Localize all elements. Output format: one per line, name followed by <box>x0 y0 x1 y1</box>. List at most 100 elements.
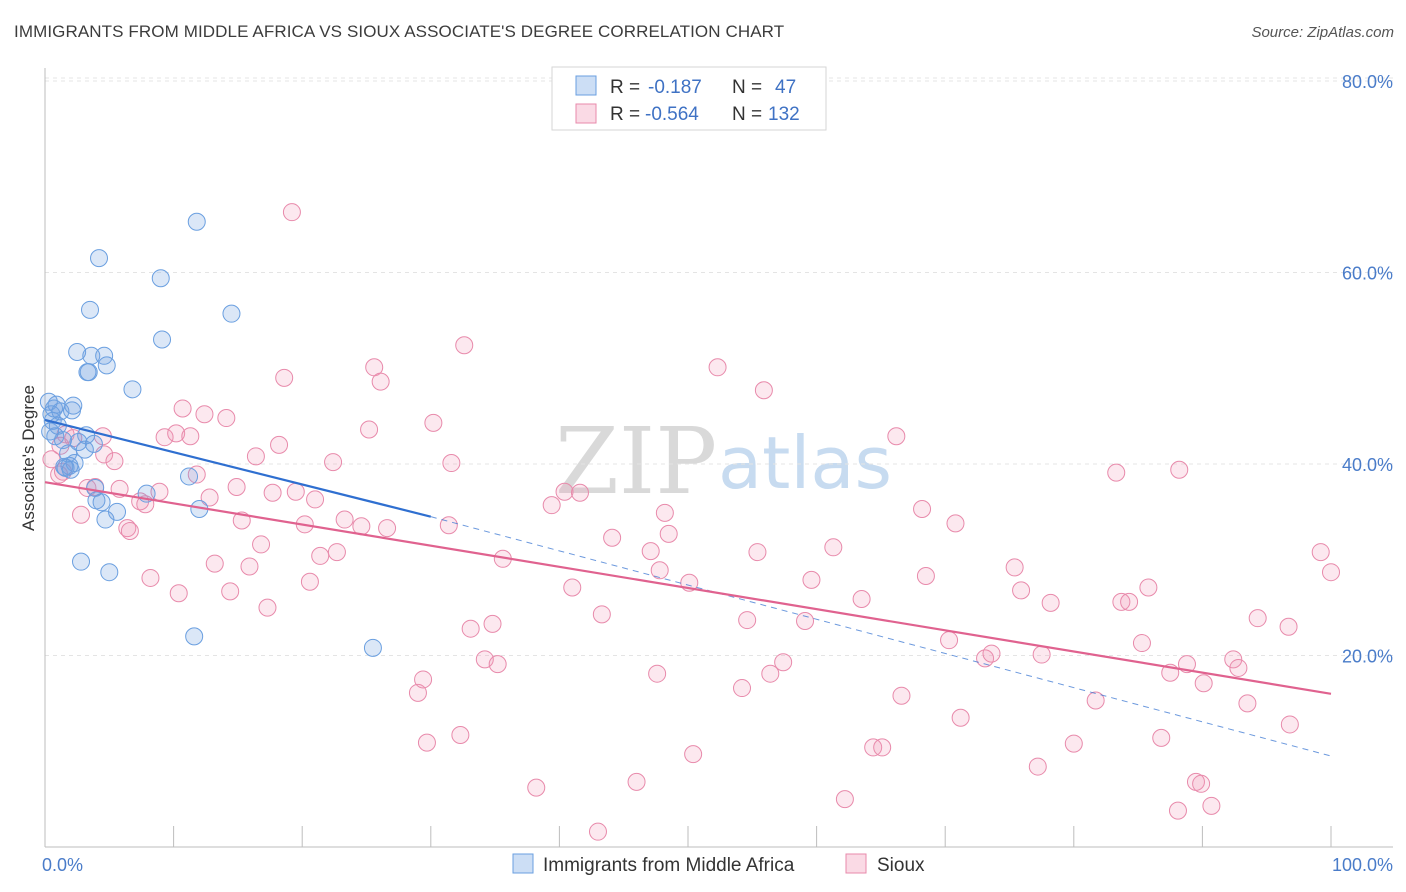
middle-africa-point <box>81 300 100 319</box>
sioux-point <box>592 605 611 624</box>
middle-africa-point <box>75 440 94 459</box>
sioux-point <box>167 424 186 443</box>
x-tick-label-max: 100.0% <box>1332 855 1393 875</box>
legend-n-value-1: 47 <box>775 77 796 98</box>
sioux-point <box>627 772 646 791</box>
sioux-point <box>802 570 821 589</box>
sioux-point <box>1032 645 1051 664</box>
sioux-point <box>286 482 305 501</box>
sioux-point <box>417 733 436 752</box>
sioux-point <box>105 452 124 471</box>
middle-africa-point <box>153 330 172 349</box>
sioux-point <box>1005 558 1024 577</box>
sioux-point <box>1168 801 1187 820</box>
sioux-point <box>1041 593 1060 612</box>
sioux-point <box>655 503 674 522</box>
middle-africa-point <box>79 363 98 382</box>
sioux-point <box>951 708 970 727</box>
sioux-point <box>173 399 192 418</box>
sioux-points <box>42 203 1340 841</box>
sioux-point <box>1202 796 1221 815</box>
sioux-point <box>1112 592 1131 611</box>
sioux-point <box>439 516 458 535</box>
sioux-point <box>754 381 773 400</box>
middle-africa-points <box>39 212 382 657</box>
sioux-point <box>1248 609 1267 628</box>
sioux-point <box>1028 757 1047 776</box>
middle-africa-point <box>84 434 103 453</box>
sioux-point <box>873 738 892 757</box>
sioux-point <box>371 372 390 391</box>
sioux-point <box>641 542 660 561</box>
sioux-point <box>1280 715 1299 734</box>
middle-africa-point <box>151 269 170 288</box>
sioux-point <box>733 679 752 698</box>
sioux-point <box>408 683 427 702</box>
sioux-point <box>864 738 883 757</box>
sioux-point <box>414 670 433 689</box>
source-credit: Source: ZipAtlas.com <box>1251 24 1394 41</box>
sioux-point <box>684 745 703 764</box>
sioux-point <box>1120 592 1139 611</box>
sioux-point <box>570 483 589 502</box>
middle-africa-trend-extension <box>430 516 1332 757</box>
sioux-point <box>455 336 474 355</box>
sioux-point <box>527 778 546 797</box>
sioux-point <box>155 428 174 447</box>
sioux-point <box>311 546 330 565</box>
sioux-point <box>221 582 240 601</box>
middle-africa-point <box>97 356 116 375</box>
sioux-point <box>1012 581 1031 600</box>
sioux-point <box>603 528 622 547</box>
middle-africa-point <box>90 249 109 268</box>
sioux-point <box>246 447 265 466</box>
sioux-point <box>916 567 935 586</box>
legend-r-label-1: R = <box>610 77 640 98</box>
sioux-point <box>1139 578 1158 597</box>
sioux-point <box>240 557 259 576</box>
sioux-point <box>1132 634 1151 653</box>
sioux-point <box>542 496 561 515</box>
sioux-point <box>181 427 200 446</box>
sioux-point <box>118 519 137 538</box>
legend-r-label-2: R = <box>610 104 640 125</box>
sioux-point <box>892 686 911 705</box>
middle-africa-point <box>54 431 73 450</box>
sioux-point <box>263 483 282 502</box>
sioux-point <box>327 543 346 562</box>
sioux-point <box>648 664 667 683</box>
series-legend-label-1: Immigrants from Middle Africa <box>543 855 795 876</box>
series-legend-label-2: Sioux <box>877 855 925 876</box>
series-legend-swatch-blue <box>512 853 534 874</box>
middle-africa-point <box>187 212 206 231</box>
sioux-point <box>1107 463 1126 482</box>
sioux-point <box>195 405 214 424</box>
sioux-point <box>708 358 727 377</box>
middle-africa-point <box>100 563 119 582</box>
sioux-point <box>227 477 246 496</box>
sioux-point <box>120 522 139 541</box>
sioux-point <box>252 535 271 554</box>
middle-africa-point <box>222 304 241 323</box>
sioux-point <box>824 538 843 557</box>
sioux-point <box>1279 617 1298 636</box>
sioux-point <box>217 409 236 428</box>
middle-africa-point <box>180 467 199 486</box>
sioux-point <box>300 572 319 591</box>
sioux-point <box>852 590 871 609</box>
sioux-point <box>650 561 669 580</box>
sioux-point <box>483 614 502 633</box>
legend-r-value-1: -0.187 <box>648 77 702 98</box>
middle-africa-point <box>64 396 83 415</box>
legend-n-label-2: N = <box>732 104 762 125</box>
series-legend-swatch-pink <box>845 853 867 874</box>
sioux-point <box>659 524 678 543</box>
sioux-point <box>1192 774 1211 793</box>
sioux-point <box>588 822 607 841</box>
sioux-point <box>1086 691 1105 710</box>
sioux-point <box>324 453 343 472</box>
sioux-point <box>1238 694 1257 713</box>
middle-africa-point <box>108 502 127 521</box>
middle-africa-trend-line <box>44 418 432 518</box>
y-tick-label: 80.0% <box>1342 72 1393 92</box>
